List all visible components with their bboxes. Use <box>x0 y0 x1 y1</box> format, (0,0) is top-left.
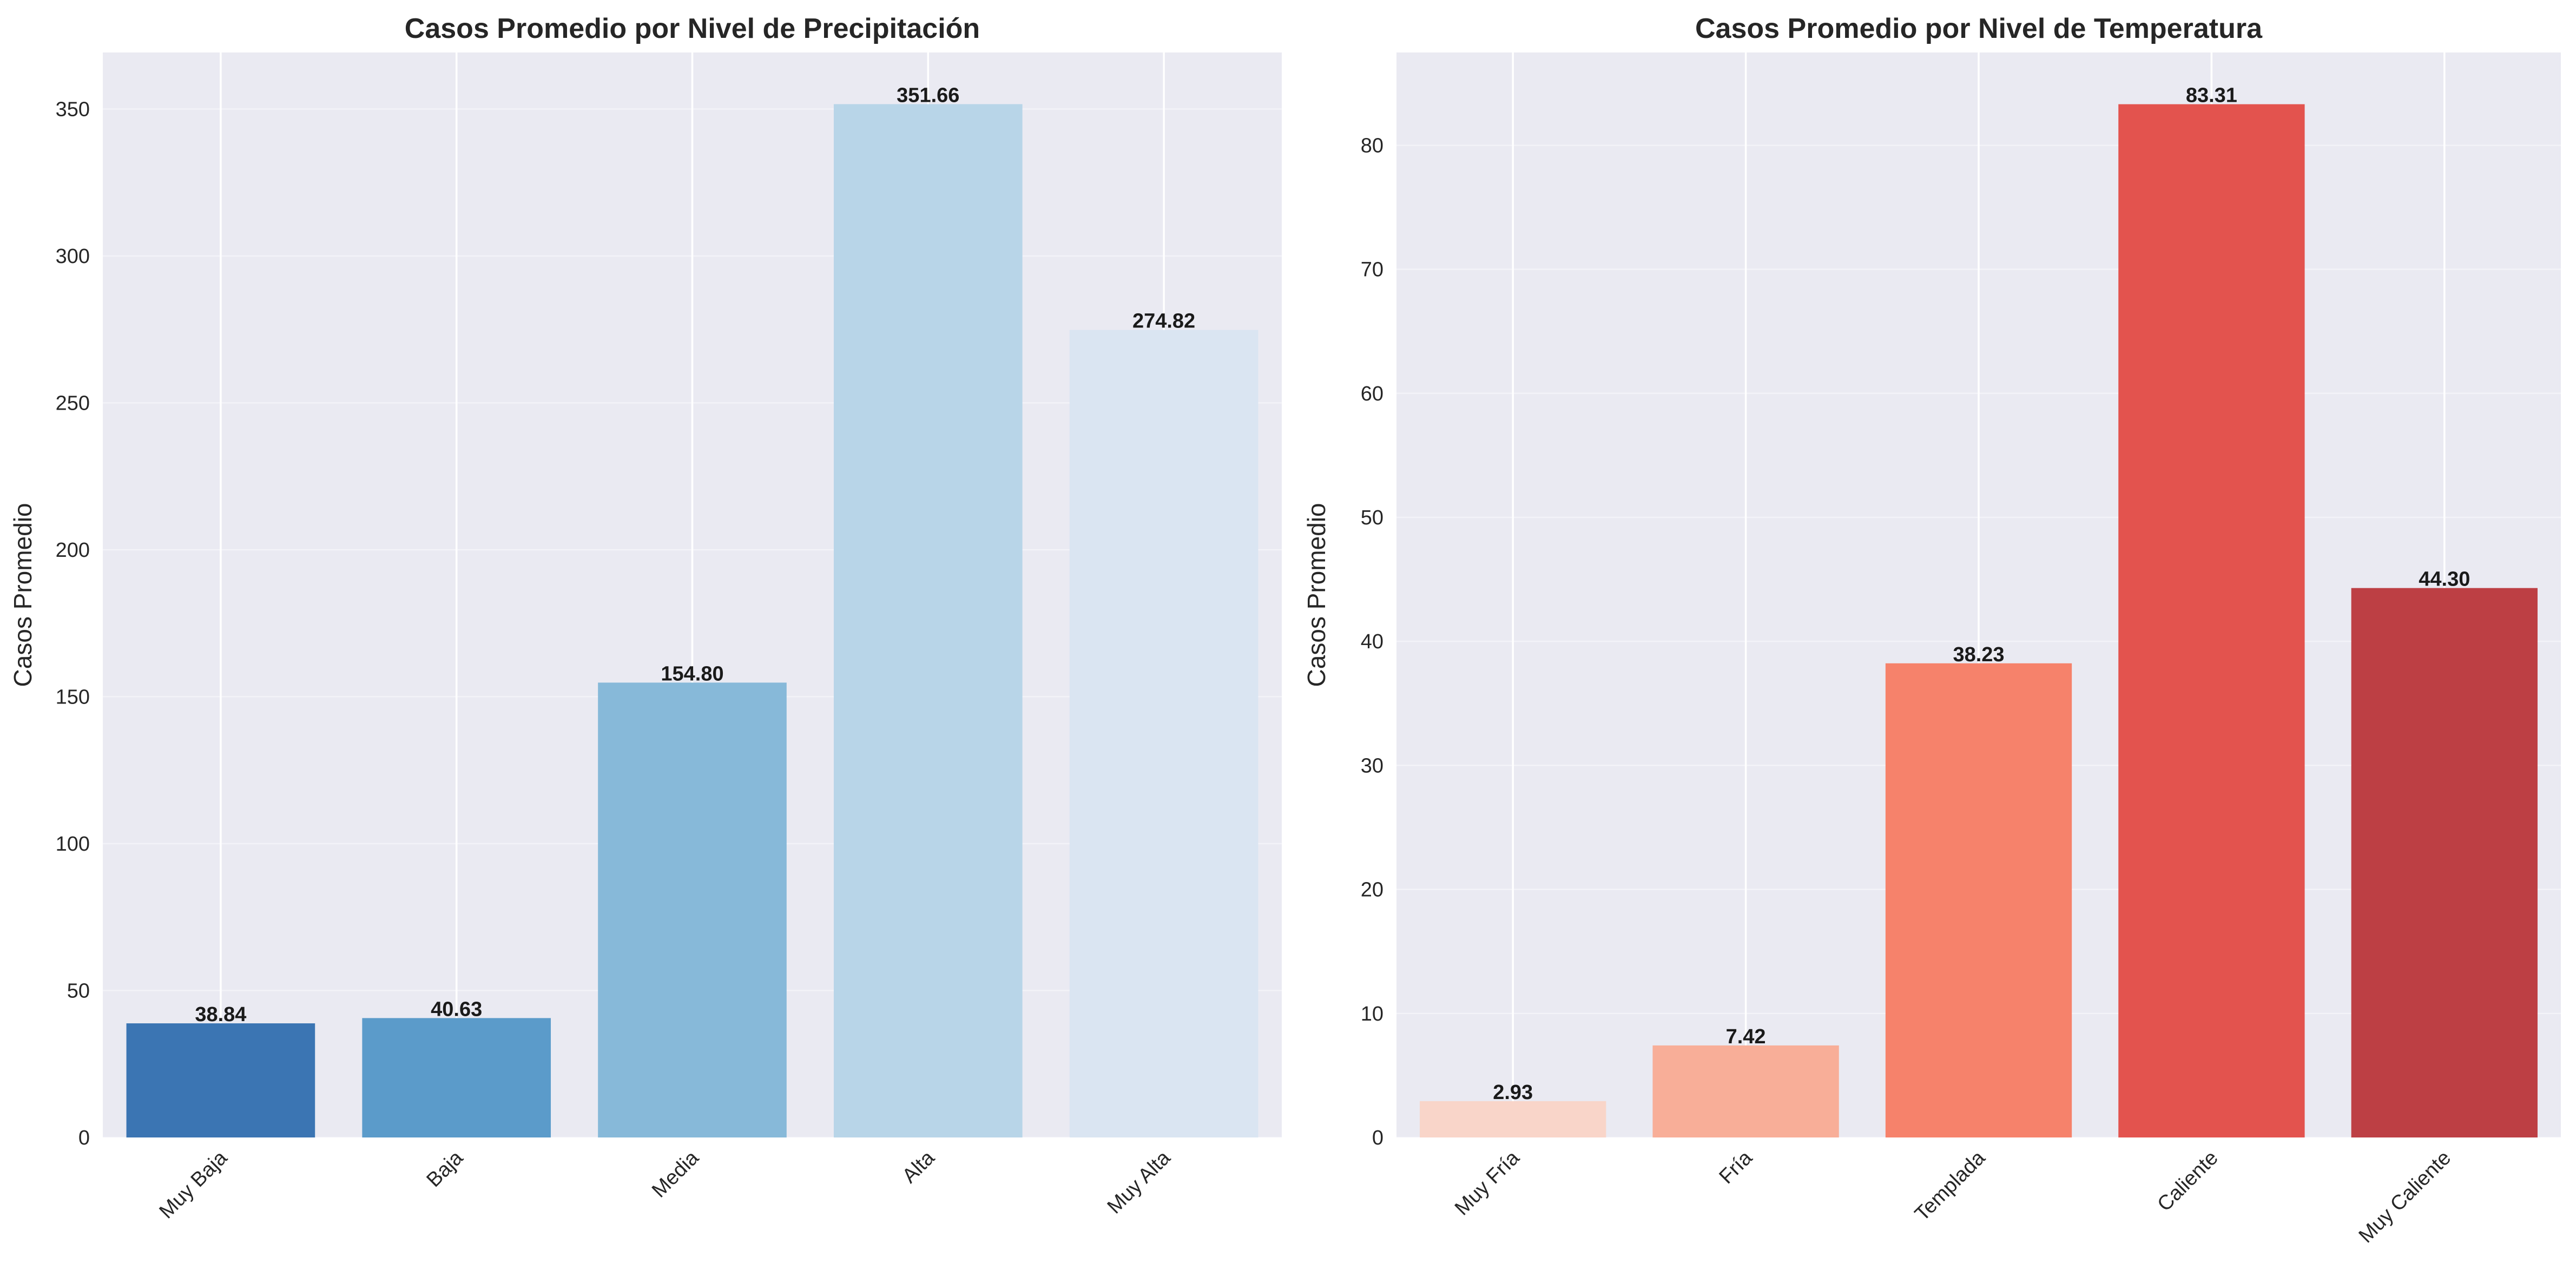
bar-value-label: 154.80 <box>661 662 723 685</box>
bar-value-label: 38.84 <box>195 1003 246 1026</box>
y-tick-label: 200 <box>56 539 90 562</box>
bar-muy-caliente <box>2351 588 2538 1137</box>
bars <box>126 104 1259 1137</box>
y-tick-label: 250 <box>56 392 90 415</box>
y-tick-label: 10 <box>1361 1003 1383 1025</box>
bar-alta <box>833 104 1023 1137</box>
x-tick-label: Baja <box>423 1146 468 1192</box>
x-tick-label: Alta <box>898 1146 940 1188</box>
bar-muy-fría <box>1420 1101 1606 1137</box>
bar-value-label: 2.93 <box>1493 1081 1533 1104</box>
y-tick-label: 60 <box>1361 383 1383 405</box>
y-tick-label: 50 <box>67 979 90 1002</box>
y-tick-label: 50 <box>1361 507 1383 529</box>
bar-value-label: 351.66 <box>897 84 959 107</box>
chart-title: Casos Promedio por Nivel de Temperatura <box>1695 13 2263 44</box>
precipitation-chart-panel: 38.84 40.63 154.80 351.66 274.82 0 50 100 150 20… <box>9 13 1282 1223</box>
bar-value-label: 7.42 <box>1726 1025 1766 1048</box>
y-tick-label: 80 <box>1361 134 1383 157</box>
y-tick-labels: 0 10 20 30 40 50 60 70 80 <box>1361 134 1383 1149</box>
bar-caliente <box>2118 104 2305 1137</box>
bar-value-labels: 38.84 40.63 154.80 351.66 274.82 <box>195 84 1195 1026</box>
y-tick-label: 40 <box>1361 630 1383 653</box>
bar-muy-alta <box>1069 330 1259 1137</box>
bar-muy-baja <box>126 1023 315 1137</box>
temperature-chart-panel: 2.93 7.42 38.23 83.31 44.30 0 10 20 30 40 50 60 70 8… <box>1302 13 2561 1247</box>
y-tick-label: 150 <box>56 686 90 708</box>
bar-baja <box>362 1018 551 1137</box>
y-tick-label: 100 <box>56 833 90 856</box>
x-tick-labels: Muy Baja Baja Media Alta Muy Alta <box>155 1146 1176 1223</box>
bar-value-label: 44.30 <box>2419 568 2470 591</box>
y-axis-label: Casos Promedio <box>9 503 37 687</box>
y-axis-label: Casos Promedio <box>1302 503 1330 687</box>
bar-value-labels: 2.93 7.42 38.23 83.31 44.30 <box>1493 84 2470 1104</box>
x-tick-label: Fría <box>1715 1146 1757 1188</box>
bar-value-label: 40.63 <box>431 998 482 1021</box>
bars <box>1420 104 2538 1137</box>
bar-media <box>598 682 787 1137</box>
y-tick-label: 0 <box>1372 1127 1383 1149</box>
x-tick-label: Templada <box>1910 1146 1990 1226</box>
x-tick-label: Media <box>648 1146 703 1202</box>
y-tick-labels: 0 50 100 150 200 250 300 350 <box>56 98 90 1149</box>
x-tick-label: Muy Alta <box>1103 1146 1175 1218</box>
bar-fría <box>1652 1045 1839 1137</box>
bar-value-label: 38.23 <box>1953 643 2004 666</box>
bar-value-label: 83.31 <box>2186 84 2237 107</box>
y-tick-label: 350 <box>56 98 90 121</box>
y-tick-label: 20 <box>1361 879 1383 902</box>
bar-value-label: 274.82 <box>1132 310 1195 333</box>
x-tick-label: Caliente <box>2153 1147 2222 1216</box>
bar-templada <box>1885 663 2072 1137</box>
x-tick-labels: Muy Fría Fría Templada Caliente Muy Caliente <box>1451 1146 2455 1247</box>
x-tick-label: Muy Caliente <box>2355 1147 2456 1248</box>
chart-title: Casos Promedio por Nivel de Precipitació… <box>405 13 980 44</box>
y-tick-label: 300 <box>56 245 90 268</box>
y-tick-label: 30 <box>1361 754 1383 777</box>
x-tick-label: Muy Baja <box>155 1146 232 1223</box>
y-tick-label: 0 <box>78 1127 90 1149</box>
x-tick-label: Muy Fría <box>1451 1146 1524 1220</box>
y-tick-label: 70 <box>1361 259 1383 281</box>
